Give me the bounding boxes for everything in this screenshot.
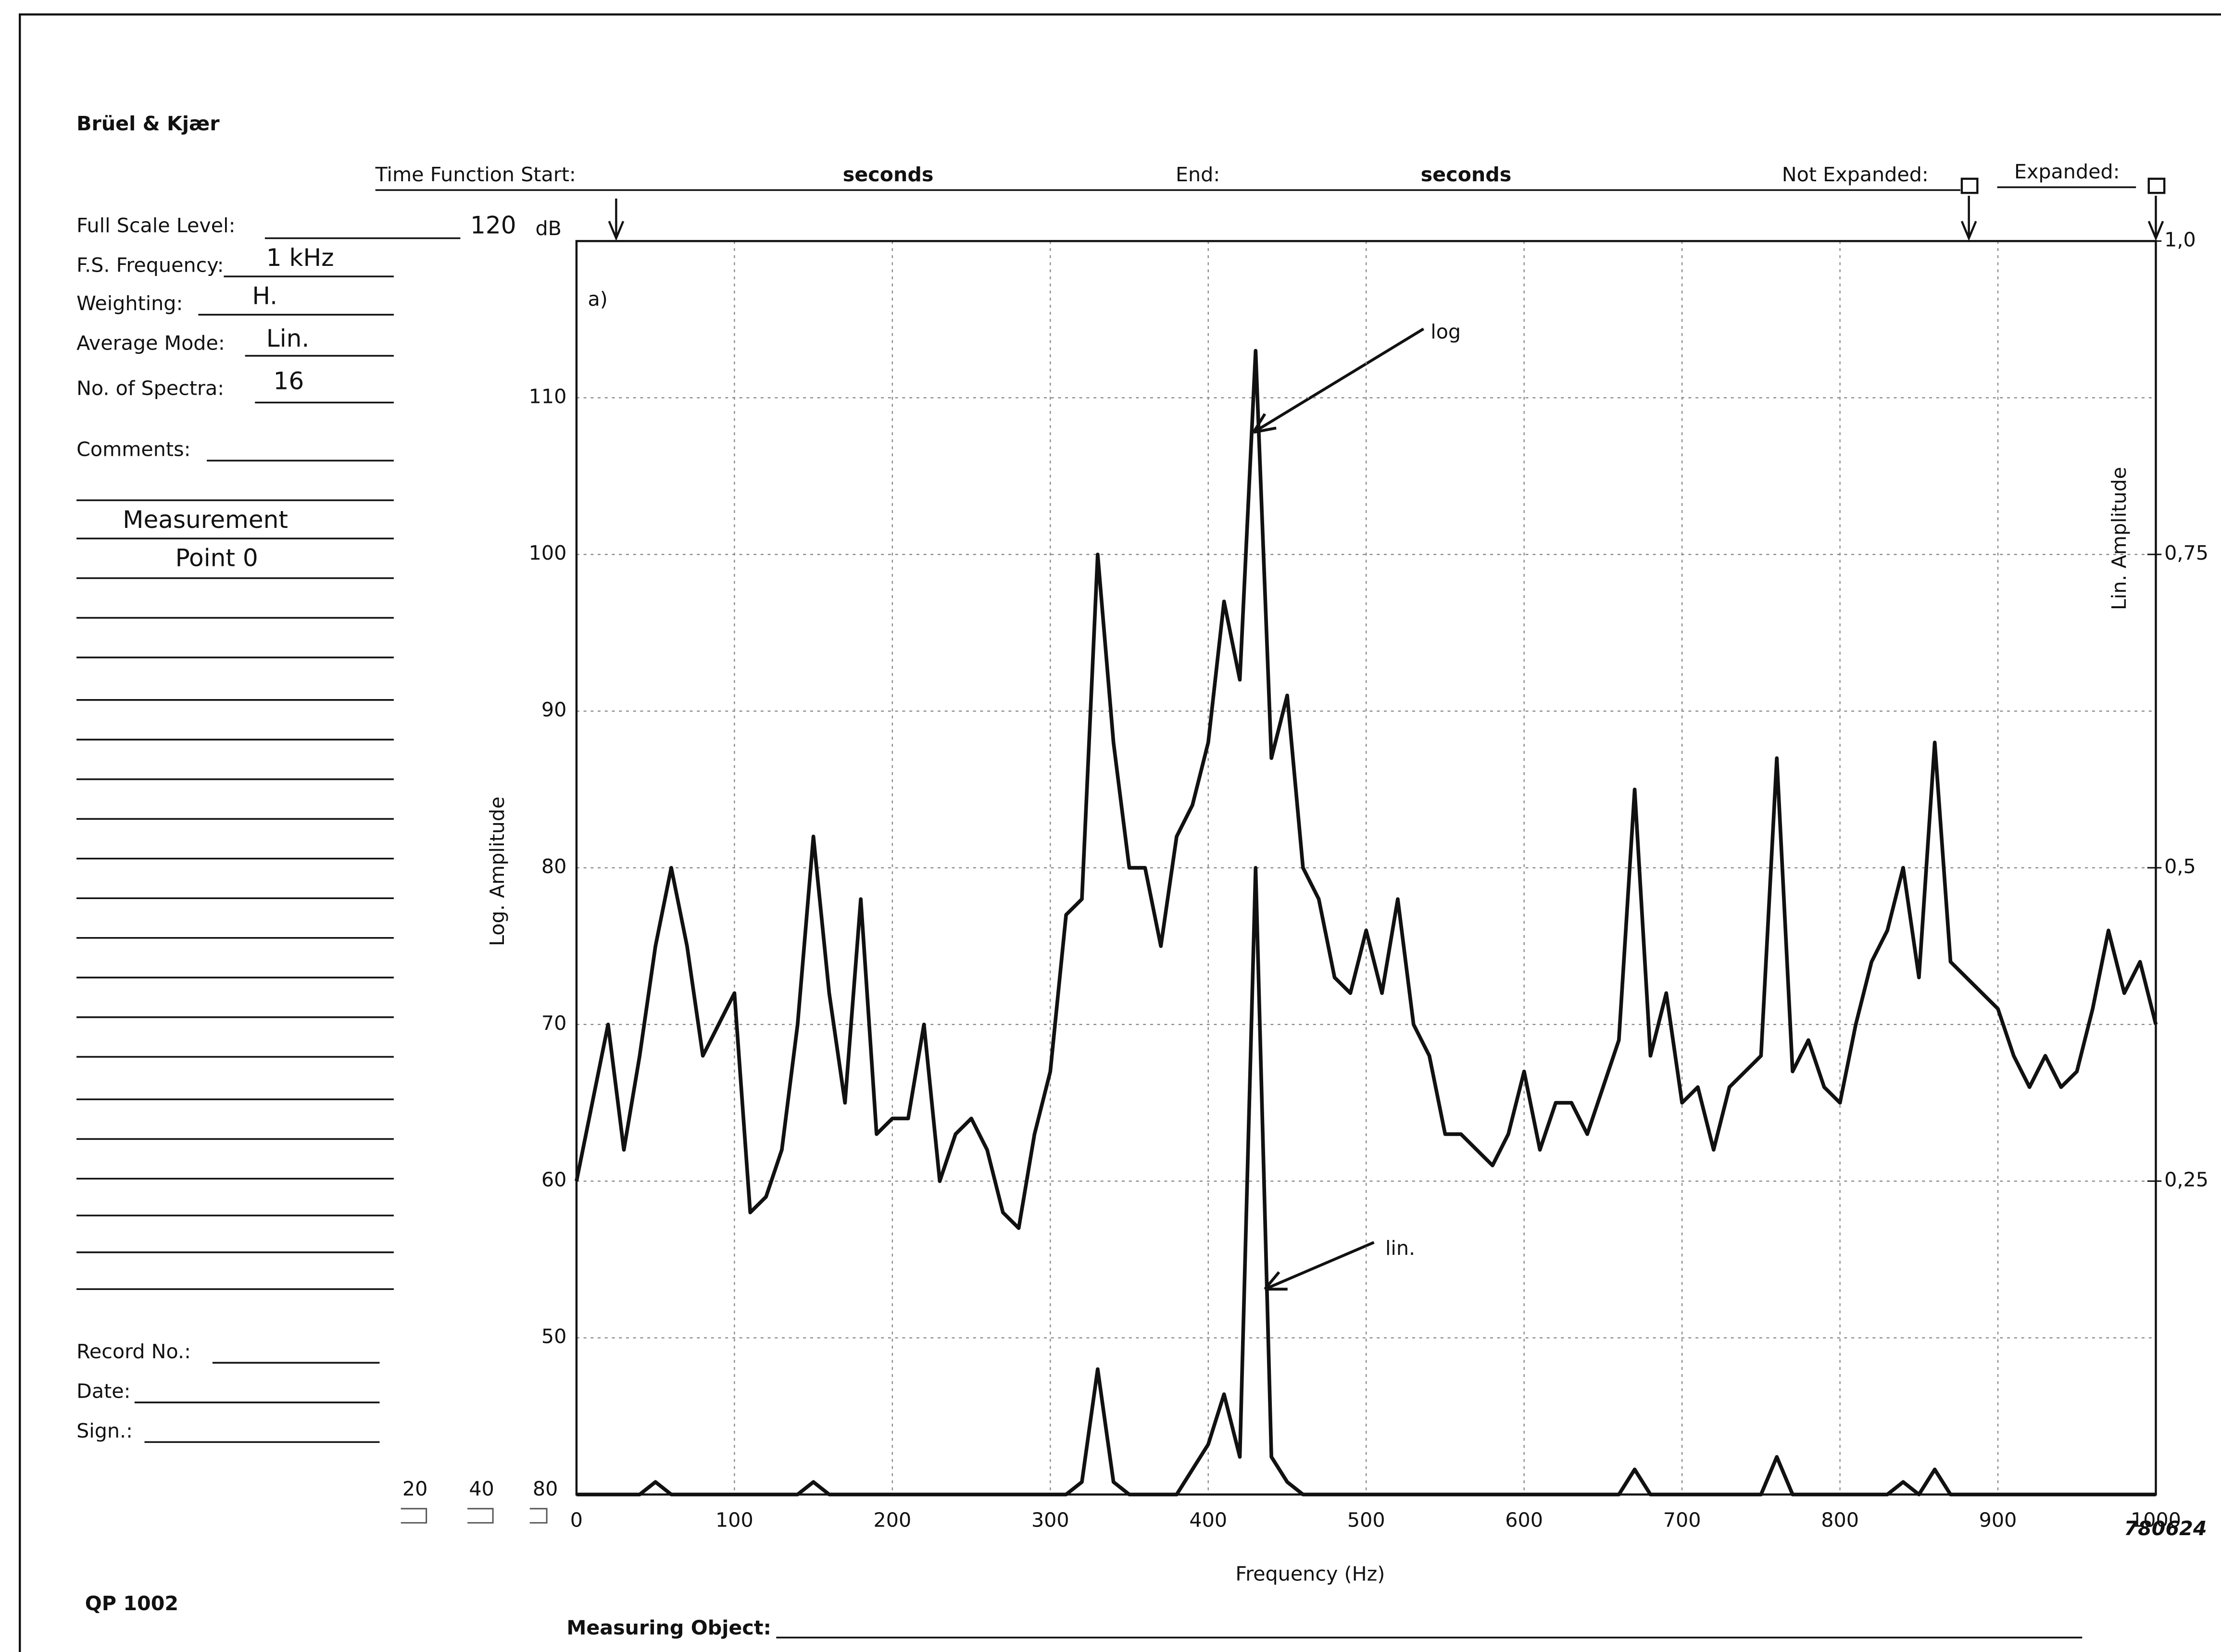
field-label: Sign.: (76, 1419, 133, 1442)
field-label: End: (1176, 163, 1220, 186)
marker-arrows (608, 196, 2164, 241)
field-label: F.S. Frequency: (76, 253, 224, 276)
field-value: Lin. (266, 325, 309, 352)
panel-label: a) (588, 288, 608, 311)
y2-tick-label: 0,25 (2164, 1168, 2208, 1191)
field-value: 120 (470, 211, 516, 239)
comment-text: Measurement (123, 506, 288, 534)
field-label: seconds (843, 163, 934, 186)
plot: 0 100 200 300 400 500 600 700 800 900 1000 50 60 70 80… (529, 228, 2208, 1531)
field-unit: dB (536, 217, 562, 240)
y-tick-label: 90 (541, 698, 566, 721)
series-line (575, 349, 2158, 1230)
y2-tick-label: 1,0 (2164, 228, 2196, 251)
field-label: No. of Spectra: (76, 377, 224, 400)
y-tick-label: 70 (541, 1012, 566, 1035)
annotation: log (1430, 320, 1461, 343)
field-label: Expanded: (2014, 160, 2120, 183)
form-number: QP 1002 (85, 1592, 178, 1615)
x-tick-label: 300 (1031, 1508, 1069, 1531)
y2-axis-title: Lin. Amplitude (2108, 467, 2131, 610)
x-tick-label: 100 (715, 1508, 753, 1531)
scale-option: 80 (533, 1477, 558, 1501)
y-tick-label: 110 (529, 385, 567, 408)
field-value: H. (252, 282, 277, 310)
y-tick-label: 100 (529, 541, 567, 564)
comment-text: Point 0 (176, 544, 258, 572)
scale-option: 40 (469, 1477, 494, 1501)
field-label: Record No.: (76, 1340, 191, 1363)
field-label: Measuring Object: (566, 1616, 771, 1639)
field-label: Not Expanded: (1782, 163, 1929, 186)
sheet-border (19, 13, 2221, 1652)
x-tick-label: 0 (570, 1508, 583, 1531)
comment-lines (76, 499, 394, 1290)
checkbox[interactable] (1960, 177, 1979, 194)
field-label: Average Mode: (76, 331, 225, 354)
y-tick-label: 80 (541, 855, 566, 878)
x-tick-label: 800 (1821, 1508, 1859, 1531)
figure-number: 780624 (2124, 1517, 2207, 1540)
y-tick-label: 60 (541, 1168, 566, 1191)
annotation: lin. (1385, 1237, 1415, 1260)
field-label: Weighting: (76, 292, 183, 315)
field-value: 1 kHz (266, 244, 334, 272)
field-label: Comments: (76, 438, 190, 461)
y-tick-label: 50 (541, 1325, 566, 1348)
field-label: Full Scale Level: (76, 214, 235, 237)
field-value: 16 (274, 367, 304, 395)
brand: Brüel & Kjær (76, 112, 220, 135)
series-line (576, 866, 2156, 1497)
y-axis-title: Log. Amplitude (486, 797, 509, 946)
x-tick-label: 200 (873, 1508, 911, 1531)
checkbox[interactable] (2147, 177, 2166, 194)
x-tick-label: 500 (1347, 1508, 1385, 1531)
x-tick-label: 1000 (2131, 1508, 2181, 1531)
scale-option: 20 (402, 1477, 427, 1501)
y2-tick-label: 0,75 (2164, 541, 2208, 564)
x-tick-label: 900 (1979, 1508, 2017, 1531)
field-label: Date: (76, 1379, 130, 1402)
x-tick-label: 400 (1189, 1508, 1227, 1531)
scale-switch (401, 1508, 548, 1524)
y2-tick-label: 0,5 (2164, 855, 2196, 878)
field-label: seconds (1421, 163, 1512, 186)
field-label: Time Function Start: (375, 163, 576, 186)
x-tick-label: 600 (1505, 1508, 1543, 1531)
x-axis-title: Frequency (Hz) (1235, 1562, 1385, 1585)
x-tick-label: 700 (1663, 1508, 1701, 1531)
